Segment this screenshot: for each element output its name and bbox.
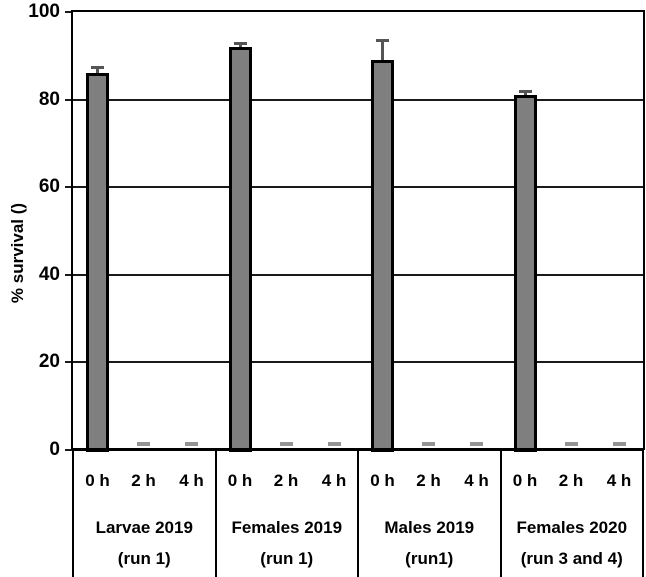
zero-bar-mark bbox=[470, 442, 483, 446]
group-divider bbox=[499, 450, 502, 577]
time-label: 2 h bbox=[273, 471, 299, 490]
y-tick-mark bbox=[65, 98, 73, 101]
y-tick-label: 80 bbox=[38, 88, 60, 110]
y-tick-label: 0 bbox=[49, 439, 60, 460]
y-axis-title: % survival () bbox=[8, 202, 27, 304]
y-tick-mark bbox=[65, 11, 73, 13]
group-divider bbox=[214, 450, 217, 577]
gridline bbox=[73, 186, 643, 189]
error-bar-whisker bbox=[238, 42, 242, 50]
y-tick-mark bbox=[65, 186, 73, 189]
y-tick-label: 40 bbox=[38, 263, 60, 285]
zero-bar-mark bbox=[185, 442, 198, 446]
group-divider bbox=[72, 450, 74, 577]
zero-bar-mark bbox=[137, 442, 150, 446]
time-label: 4 h bbox=[464, 471, 489, 490]
bar-1-0 bbox=[228, 47, 252, 452]
error-bar-cap bbox=[518, 89, 532, 93]
error-bar-whisker bbox=[523, 90, 527, 98]
gridline bbox=[73, 273, 643, 276]
zero-bar-mark bbox=[564, 442, 578, 446]
y-tick-label: 60 bbox=[38, 176, 60, 198]
bar-0-0 bbox=[86, 73, 109, 452]
group-label: Larvae 2019 bbox=[95, 518, 193, 537]
error-bar-whisker bbox=[381, 40, 384, 63]
time-label: 4 h bbox=[179, 471, 204, 490]
time-label: 2 h bbox=[131, 471, 156, 490]
error-bar-cap bbox=[233, 41, 247, 45]
bar-3-0 bbox=[513, 95, 537, 452]
plot-frame bbox=[71, 10, 645, 450]
error-bar-cap bbox=[376, 39, 389, 43]
time-label: 2 h bbox=[416, 471, 441, 490]
zero-bar-mark bbox=[612, 442, 626, 446]
time-label: 2 h bbox=[558, 471, 584, 490]
zero-bar-mark bbox=[327, 442, 341, 446]
y-tick-label: 20 bbox=[38, 351, 60, 373]
error-bar-cap bbox=[91, 65, 104, 69]
group-label: Females 2019 bbox=[231, 518, 343, 537]
time-label: 0 h bbox=[370, 471, 395, 490]
group-divider bbox=[357, 450, 359, 577]
y-tick-mark bbox=[65, 273, 73, 276]
group-divider bbox=[642, 450, 644, 577]
group-run-label: (run 3 and 4) bbox=[520, 549, 623, 568]
group-label: Females 2020 bbox=[516, 518, 628, 537]
group-run-label: (run 1) bbox=[117, 549, 171, 568]
time-label: 0 h bbox=[85, 471, 110, 490]
group-label: Males 2019 bbox=[384, 518, 475, 537]
time-label: 0 h bbox=[512, 471, 538, 490]
y-tick-label: 100 bbox=[28, 1, 60, 22]
x-axis-line bbox=[73, 448, 643, 451]
y-tick-mark bbox=[65, 449, 73, 451]
zero-bar-mark bbox=[422, 442, 435, 446]
bar-2-0 bbox=[371, 60, 394, 452]
gridline bbox=[73, 98, 643, 101]
time-label: 4 h bbox=[321, 471, 347, 490]
time-label: 0 h bbox=[227, 471, 253, 490]
error-bar-whisker bbox=[96, 66, 99, 76]
group-run-label: (run1) bbox=[405, 549, 454, 568]
group-run-label: (run 1) bbox=[260, 549, 314, 568]
zero-bar-mark bbox=[279, 442, 293, 446]
gridline bbox=[73, 361, 643, 364]
time-label: 4 h bbox=[606, 471, 632, 490]
y-tick-mark bbox=[65, 361, 73, 364]
